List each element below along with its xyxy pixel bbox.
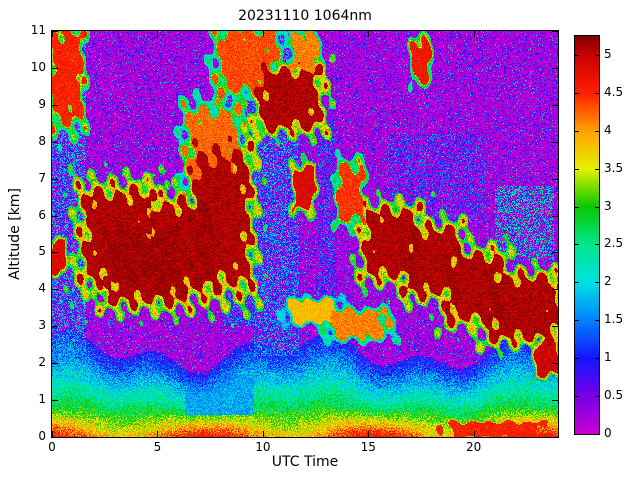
y-tick-label: 2 [38,355,46,370]
y-tick-label: 10 [30,59,46,74]
colorbar-canvas [575,36,599,434]
colorbar-tick-label: 4.5 [604,84,624,99]
colorbar-tick-label: 1 [604,350,612,365]
x-tick-label: 20 [466,440,482,454]
colorbar-tick-label: 3.5 [604,160,624,175]
colorbar-tick-label: 3 [604,198,612,213]
x-tick-label: 10 [255,440,271,454]
x-tick-label: 15 [360,440,376,454]
y-tick-label: 11 [30,23,46,37]
colorbar-tick-label: 0 [604,426,612,440]
plot-title: 20231110 1064nm [238,8,372,24]
y-tick-label: 9 [38,96,46,111]
x-tick-label: 5 [153,440,162,454]
colorbar-tick-label: 5 [604,46,612,61]
y-tick-label: 0 [38,429,46,443]
colorbar-tick-label: 2 [604,274,612,289]
x-tick-label: 0 [48,440,56,454]
colorbar-tick-label: 0.5 [604,388,624,403]
y-tick-label: 1 [38,392,46,407]
heatmap-canvas [52,31,558,437]
colorbar-tick-label: 2.5 [604,236,624,251]
colorbar-tick-label: 4 [604,122,612,137]
colorbar-tick-label: 1.5 [604,312,624,327]
x-axis-label: UTC Time [271,454,339,470]
y-axis-label: Altitude [km] [7,188,23,280]
